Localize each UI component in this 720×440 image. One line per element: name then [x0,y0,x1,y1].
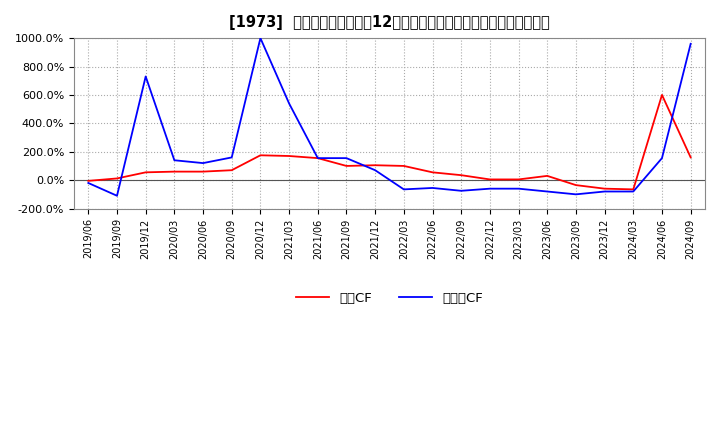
フリーCF [313,155,322,161]
営業CF [572,183,580,188]
営業CF [485,177,494,182]
フリーCF [285,101,294,106]
営業CF [400,163,408,169]
フリーCF [84,180,93,186]
フリーCF [112,193,121,198]
フリーCF [428,185,437,191]
営業CF [600,186,609,191]
営業CF [371,163,379,168]
営業CF [199,169,207,174]
フリーCF [514,186,523,191]
フリーCF [199,161,207,166]
フリーCF [543,189,552,194]
営業CF [428,170,437,175]
営業CF [657,92,666,98]
営業CF [285,154,294,159]
フリーCF [629,189,638,194]
フリーCF [400,187,408,192]
営業CF [313,155,322,161]
営業CF [686,155,695,160]
フリーCF [256,36,265,41]
営業CF [170,169,179,174]
フリーCF [600,189,609,194]
営業CF [256,153,265,158]
フリーCF [572,192,580,197]
営業CF [141,170,150,175]
フリーCF [686,41,695,47]
フリーCF [141,74,150,79]
営業CF [514,177,523,182]
フリーCF [342,155,351,161]
営業CF [543,173,552,179]
Title: [1973]  キャッシュフローの12か月移動合計の対前年同期増減率の推移: [1973] キャッシュフローの12か月移動合計の対前年同期増減率の推移 [229,15,550,30]
営業CF [457,172,466,178]
Line: フリーCF: フリーCF [89,38,690,196]
フリーCF [371,168,379,173]
営業CF [84,178,93,183]
フリーCF [170,158,179,163]
フリーCF [657,155,666,161]
フリーCF [228,155,236,160]
Line: 営業CF: 営業CF [89,95,690,189]
フリーCF [457,188,466,194]
営業CF [629,187,638,192]
フリーCF [485,186,494,191]
営業CF [342,163,351,169]
営業CF [228,168,236,173]
営業CF [112,176,121,181]
Legend: 営業CF, フリーCF: 営業CF, フリーCF [291,287,488,310]
